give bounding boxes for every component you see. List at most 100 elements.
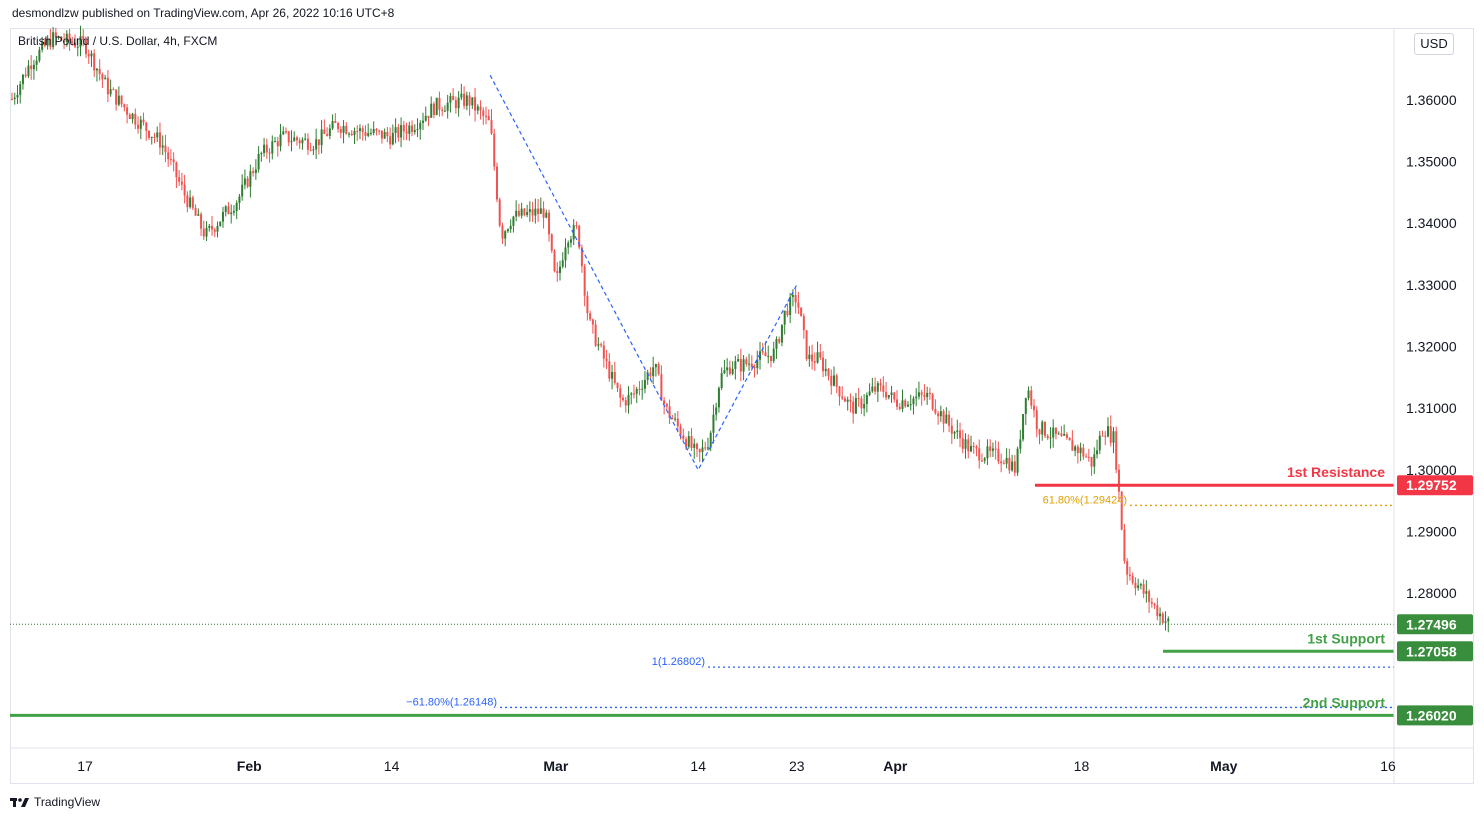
- candle: [706, 437, 709, 451]
- candle: [331, 114, 334, 130]
- candle: [200, 212, 203, 236]
- candle: [246, 176, 249, 189]
- price-tick-label: 1.29000: [1406, 524, 1457, 540]
- candle: [589, 310, 592, 322]
- candle: [1019, 429, 1022, 454]
- candle: [517, 203, 520, 218]
- tradingview-logo[interactable]: TradingView: [10, 794, 100, 810]
- overlays-group: 61.80%(1.29424) 1(1.26802) −61.80%(1.26148…: [10, 74, 1394, 717]
- candle: [90, 50, 93, 67]
- candle: [920, 389, 923, 406]
- candle: [569, 235, 572, 248]
- candle: [430, 96, 433, 118]
- candle: [616, 382, 619, 393]
- candle: [531, 201, 534, 222]
- candle: [811, 344, 814, 370]
- candle: [1063, 424, 1066, 436]
- candle: [674, 413, 677, 422]
- candle: [52, 27, 55, 50]
- candle: [641, 380, 644, 400]
- candle: [1145, 580, 1148, 603]
- candle: [65, 30, 68, 47]
- candle: [463, 86, 466, 110]
- candle: [923, 384, 926, 401]
- candle: [665, 402, 668, 410]
- candle: [813, 352, 816, 371]
- candle: [1008, 448, 1011, 474]
- candle: [838, 385, 841, 406]
- chart-frame: [10, 28, 1474, 784]
- candle: [476, 104, 479, 115]
- candle: [416, 118, 419, 137]
- candle: [720, 367, 723, 391]
- candle: [93, 49, 96, 77]
- candle: [21, 73, 24, 90]
- candle: [898, 403, 901, 411]
- candle: [794, 288, 797, 314]
- candle: [46, 35, 49, 50]
- candle: [1123, 523, 1126, 564]
- candle: [1022, 413, 1025, 442]
- candle: [1090, 456, 1093, 476]
- level-label: 1st Resistance: [1287, 464, 1385, 480]
- candle: [893, 391, 896, 403]
- candle: [408, 121, 411, 141]
- fib-extension-path[interactable]: [489, 74, 798, 472]
- candle: [975, 444, 978, 457]
- candle: [753, 364, 756, 378]
- candle: [257, 146, 260, 173]
- candle: [243, 169, 246, 190]
- candle: [857, 387, 860, 407]
- price-badge-label: 1.26020: [1406, 707, 1457, 723]
- candle: [1065, 432, 1068, 440]
- candle: [180, 172, 183, 191]
- candle: [964, 433, 967, 459]
- candle: [1038, 428, 1041, 445]
- candle: [537, 198, 540, 222]
- candle: [608, 353, 611, 382]
- candle: [906, 401, 909, 408]
- candle: [498, 197, 501, 228]
- candle: [1164, 611, 1167, 631]
- candle: [652, 356, 655, 385]
- price-badge-label: 1.29752: [1406, 477, 1457, 493]
- candle: [139, 115, 142, 140]
- candle: [328, 124, 331, 140]
- currency-selector[interactable]: USD: [1414, 33, 1454, 55]
- candle: [142, 112, 145, 126]
- candle: [191, 195, 194, 211]
- candle: [959, 422, 962, 448]
- candle: [619, 384, 622, 408]
- candle: [41, 36, 44, 53]
- candle: [904, 398, 907, 408]
- candle: [690, 427, 693, 451]
- price-tick-label: 1.33000: [1406, 277, 1457, 293]
- candle: [427, 115, 430, 127]
- candle: [728, 360, 731, 376]
- candle: [808, 346, 811, 367]
- candle: [446, 94, 449, 119]
- candle: [989, 439, 992, 458]
- candle: [934, 399, 937, 415]
- candle: [13, 92, 16, 105]
- candle: [134, 108, 137, 130]
- candle: [1005, 448, 1008, 469]
- candle: [1085, 453, 1088, 458]
- candle: [1033, 398, 1036, 418]
- candle: [931, 392, 934, 412]
- candle: [279, 123, 282, 152]
- candle: [164, 134, 167, 163]
- candle: [367, 123, 370, 138]
- symbol-legend[interactable]: British Pound / U.S. Dollar, 4h, FXCM: [18, 34, 218, 48]
- candle: [402, 120, 405, 141]
- candle: [391, 124, 394, 146]
- candle: [852, 396, 855, 424]
- candle: [394, 118, 397, 144]
- candle: [112, 87, 115, 91]
- candle: [983, 456, 986, 464]
- candle: [232, 205, 235, 216]
- candle: [657, 362, 660, 376]
- candle: [704, 441, 707, 451]
- candle: [369, 128, 372, 136]
